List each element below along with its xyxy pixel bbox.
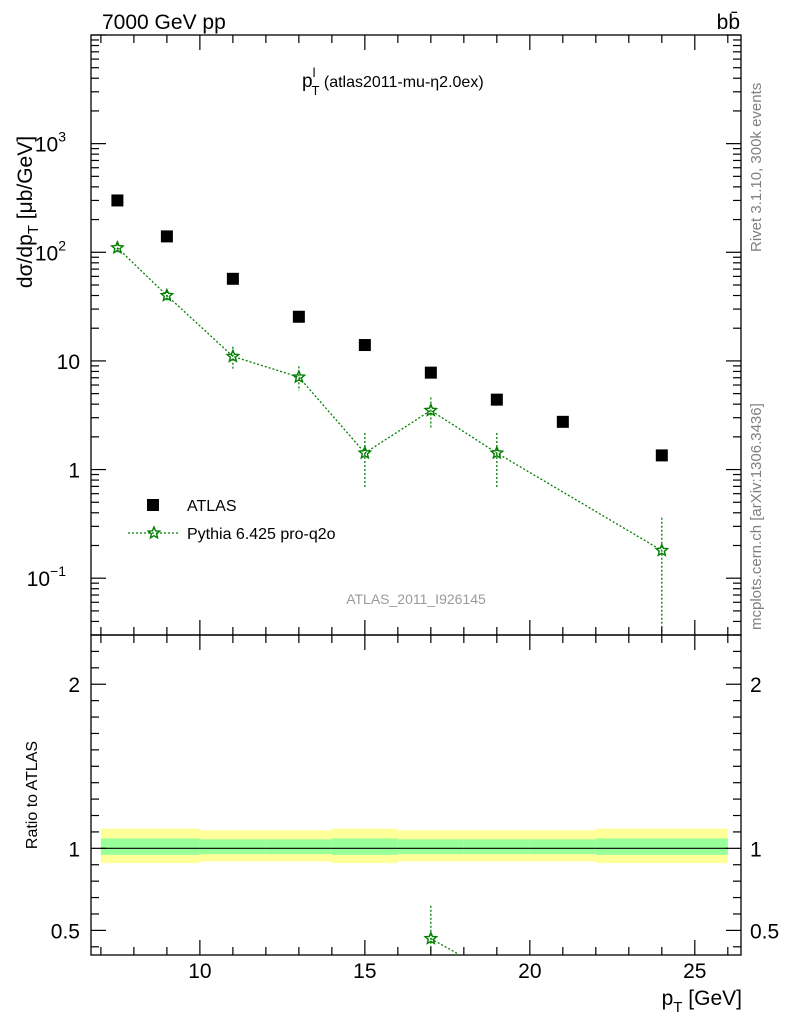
atlas-data-point <box>358 339 371 352</box>
legend-label-atlas: ATLAS <box>187 498 237 515</box>
ratio-plot-frame <box>90 634 742 956</box>
plot-title-sup: l <box>313 65 316 80</box>
y-label-a: dσ/dp <box>14 234 37 288</box>
ratio-plot: 10 15 20 25 0.5 0.5 1 1 2 2 Ratio to ATLAS pT [Ge… <box>24 634 779 1016</box>
x-tick-label: 15 <box>353 960 376 983</box>
pythia-data-point <box>159 287 175 302</box>
x-label-a: p <box>662 987 674 1010</box>
plot-title-sub: T <box>311 83 319 98</box>
atlas-data-point <box>292 310 305 323</box>
ratio-uncertainty-band-inner <box>100 838 134 855</box>
ratio-y-tick-label: 1 <box>68 838 80 861</box>
atlas-data-point <box>226 272 239 285</box>
main-y-tick-label: 10 <box>57 351 80 374</box>
main-y-tick-label: 1 <box>68 460 80 483</box>
main-y-axis-label: dσ/dpT [μb/GeV] <box>14 136 42 288</box>
main-y-tick-label: 103 <box>35 129 66 157</box>
x-label-b: [GeV] <box>682 987 742 1010</box>
process-label: bb̄ <box>717 11 740 34</box>
atlas-data-point <box>160 230 173 243</box>
pythia-data-point <box>654 542 670 557</box>
x-label-sub: T <box>673 999 682 1016</box>
x-tick-label: 25 <box>683 960 706 983</box>
rivet-version-label: Rivet 3.1.10, 300k events <box>748 82 765 252</box>
ratio-uncertainty-band-inner <box>397 839 464 855</box>
pythia-data-point <box>291 369 307 384</box>
analysis-label: ATLAS_2011_I926145 <box>346 591 486 607</box>
main-y-tick-label: 10−1 <box>27 563 67 591</box>
pythia-data-point <box>489 445 505 460</box>
ratio-y-tick-label-right: 2 <box>750 674 762 697</box>
pythia-data-point <box>357 445 373 460</box>
ratio-uncertainty-band-inner <box>265 839 332 855</box>
ratio-y-axis-label: Ratio to ATLAS <box>24 741 41 849</box>
plot-title: pl T (atlas2011-mu-η2.0ex) <box>302 65 484 98</box>
ratio-uncertainty-band-inner <box>199 839 266 855</box>
y-label-b: [μb/GeV] <box>14 136 37 225</box>
pythia-line <box>116 247 663 552</box>
ratio-uncertainty-band-inner <box>463 839 530 855</box>
ratio-uncertainty-band-inner <box>133 838 200 855</box>
ratio-uncertainty-band-inner <box>595 838 728 855</box>
main-marks <box>109 194 670 635</box>
mcplots-reference-label: mcplots.cern.ch [arXiv:1306.3436] <box>748 403 765 630</box>
ratio-y-tick-label: 0.5 <box>51 920 80 943</box>
pythia-data-point <box>109 239 125 255</box>
atlas-data-point <box>556 415 569 428</box>
ratio-uncertainty-band-inner <box>331 838 398 855</box>
ratio-ticks: 10 15 20 25 0.5 0.5 1 1 2 2 <box>51 635 779 983</box>
legend-marker-atlas <box>147 499 159 511</box>
main-y-ticks: 10−1 1 10 102 103 <box>27 34 741 636</box>
legend: ATLAS Pythia 6.425 pro-q2o <box>128 498 336 543</box>
ratio-y-tick-label-right: 0.5 <box>750 920 779 943</box>
legend-marker-pythia <box>146 525 162 540</box>
ratio-y-tick-label-right: 1 <box>750 838 762 861</box>
ratio-marks <box>100 828 728 955</box>
ratio-y-tick-label: 2 <box>68 674 80 697</box>
x-tick-label: 20 <box>518 960 541 983</box>
energy-label: 7000 GeV pp <box>102 11 226 34</box>
atlas-data-point <box>424 366 437 379</box>
legend-star-shape <box>146 525 162 540</box>
plot-title-rest: (atlas2011-mu-η2.0ex) <box>319 74 483 91</box>
atlas-data-point <box>490 393 503 406</box>
main-y-tick-label: 102 <box>35 237 66 265</box>
x-axis-label: pT [GeV] <box>662 987 742 1016</box>
atlas-data-point <box>111 194 124 207</box>
ratio-pythia-point <box>423 930 439 945</box>
atlas-data-point <box>655 449 668 462</box>
legend-label-pythia: Pythia 6.425 pro-q2o <box>187 526 336 543</box>
plot-title-main: p <box>302 71 313 92</box>
pythia-data-point <box>423 402 439 417</box>
pythia-data-point <box>225 348 241 363</box>
ratio-pythia-line <box>430 938 458 954</box>
main-plot-frame <box>90 34 742 636</box>
ratio-uncertainty-band-inner <box>529 839 596 855</box>
y-label-sub: T <box>25 225 42 234</box>
x-tick-label: 10 <box>188 960 211 983</box>
